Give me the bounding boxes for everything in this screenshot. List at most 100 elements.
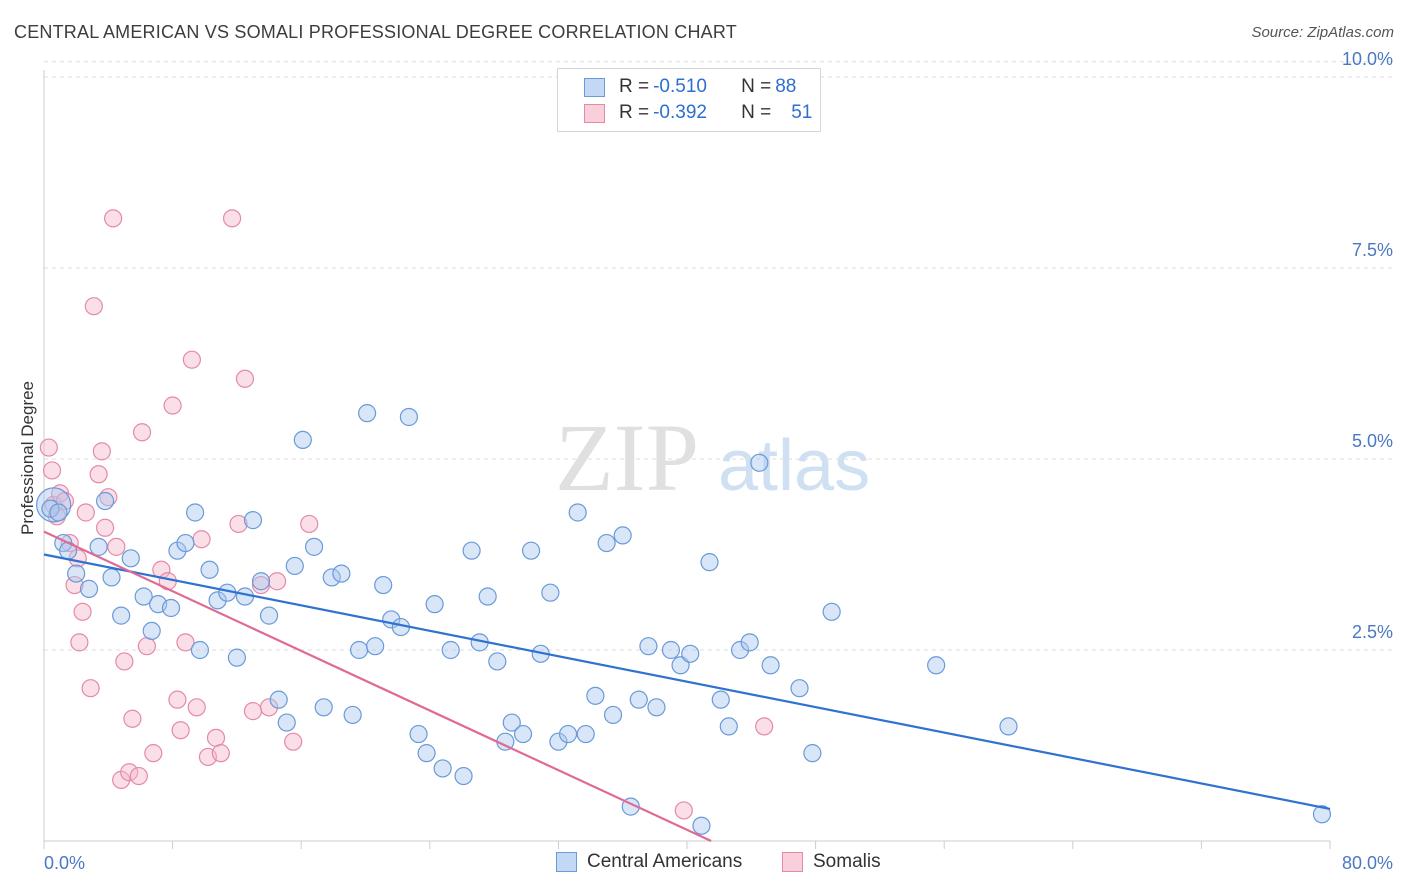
central-american-point — [200, 560, 219, 579]
somali-point — [171, 721, 190, 740]
legend-r-value: -0.392 — [653, 102, 707, 123]
somali-point — [755, 717, 774, 736]
somali-point — [65, 575, 84, 595]
central-american-point — [208, 591, 227, 610]
somali-point — [176, 633, 195, 652]
bottom-legend-somalis[interactable]: Somalis — [782, 851, 881, 873]
somali-point — [674, 801, 693, 820]
legend-n-value: 51 — [791, 102, 813, 123]
central-american-point — [454, 766, 473, 786]
bottom-legend-central-americans[interactable]: Central Americans — [556, 851, 742, 873]
central-american-point — [576, 724, 595, 744]
central-american-point — [409, 724, 428, 744]
central-american-point — [462, 541, 481, 560]
central-american-point — [597, 533, 616, 553]
central-american-point — [927, 656, 946, 675]
central-american-point — [433, 759, 452, 778]
central-american-point — [999, 717, 1018, 736]
somalis-points — [39, 209, 774, 820]
chart-title: CENTRAL AMERICAN VS SOMALI PROFESSIONAL … — [14, 22, 737, 42]
y-tick-label: 2.5% — [1352, 622, 1393, 642]
central-american-point — [639, 637, 658, 656]
central-american-point — [314, 698, 333, 717]
somali-point — [129, 766, 148, 786]
somali-point — [206, 728, 226, 747]
central-american-point — [822, 602, 841, 621]
source-label: Source: ZipAtlas.com — [1251, 24, 1394, 41]
legend-n-label: N = — [741, 102, 772, 123]
somali-point — [42, 461, 62, 480]
somali-point — [107, 537, 126, 556]
somali-point — [222, 209, 242, 228]
somali-point — [163, 396, 182, 415]
central-american-point — [488, 652, 507, 671]
central-american-point — [343, 705, 362, 725]
central-american-point — [161, 598, 181, 618]
legend-r-value: -0.510 — [653, 76, 707, 97]
y-tick-label: 5.0% — [1352, 431, 1393, 451]
central-american-point — [349, 640, 369, 660]
somali-point — [92, 442, 111, 461]
somali-point — [104, 209, 123, 228]
central-american-point — [586, 686, 605, 705]
somali-point — [187, 698, 206, 717]
central-american-point — [176, 533, 195, 553]
central-american-point — [142, 621, 161, 641]
axes — [43, 70, 1331, 849]
y-tick-label: 7.5% — [1352, 240, 1393, 260]
legend-swatch-blue — [584, 77, 605, 97]
central-american-point — [49, 503, 68, 522]
central-american-point — [558, 724, 578, 744]
central-american-point — [121, 549, 140, 568]
central-american-point — [89, 537, 108, 556]
central-american-point — [251, 572, 271, 591]
central-american-point — [692, 816, 711, 835]
x-tick-label: 80.0% — [1342, 853, 1393, 873]
central-american-point — [417, 744, 436, 763]
central-american-point — [259, 606, 279, 625]
somali-point — [76, 503, 95, 522]
watermark-atlas: atlas — [718, 426, 870, 506]
central-american-point — [541, 583, 560, 602]
somali-point — [81, 679, 100, 698]
central-american-point — [186, 503, 205, 522]
bottom-legend-label: Somalis — [813, 851, 881, 872]
somali-point — [137, 637, 156, 656]
somali-point — [144, 744, 163, 763]
legend-row-central-americans: R = -0.510 N = 88 — [584, 75, 796, 99]
somali-point — [259, 698, 279, 717]
central-americans-trend-line — [43, 553, 1331, 810]
somali-point — [211, 744, 230, 763]
somali-point — [39, 438, 58, 457]
somali-point — [132, 423, 152, 442]
central-american-point — [568, 503, 587, 522]
somali-point — [123, 709, 142, 728]
central-american-point — [134, 587, 153, 606]
central-american-point — [227, 648, 246, 667]
central-american-point — [269, 690, 288, 709]
central-american-point — [285, 556, 304, 576]
central-american-point — [322, 568, 341, 587]
somali-point — [115, 652, 134, 671]
legend-box: R = -0.510 N = 88 R = -0.392 N = 51 — [557, 68, 821, 132]
central-american-point — [730, 640, 750, 660]
central-american-point — [102, 568, 121, 587]
somali-point — [89, 465, 108, 484]
legend-row-somalis: R = -0.392 N = 51 — [584, 101, 812, 125]
central-american-point — [112, 606, 131, 625]
somali-point — [284, 732, 303, 751]
tick-labels: 2.5% 5.0% 7.5% 10.0% 0.0% 80.0% — [44, 49, 1393, 873]
central-american-point — [277, 713, 296, 732]
central-american-point — [358, 404, 377, 423]
central-american-point — [603, 705, 623, 725]
central-american-point — [79, 579, 99, 598]
central-american-point — [366, 637, 385, 656]
central-american-point — [513, 724, 533, 744]
central-american-point — [425, 595, 444, 614]
somali-point — [267, 572, 287, 591]
central-american-point — [399, 407, 419, 427]
bottom-legend-label: Central Americans — [587, 851, 743, 872]
somali-point — [192, 530, 211, 549]
central-american-point — [681, 644, 700, 663]
